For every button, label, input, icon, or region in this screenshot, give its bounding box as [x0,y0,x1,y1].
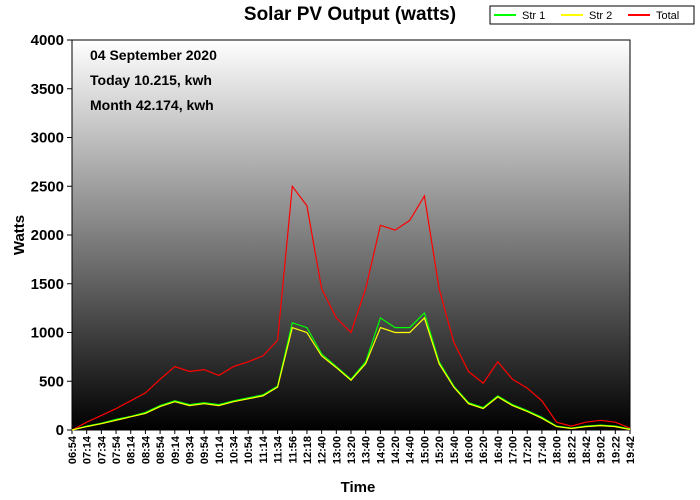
y-tick-label: 0 [56,422,64,439]
series-lines [71,184,631,431]
x-tick-label: 08:14 [126,435,138,464]
x-tick-label: 08:34 [140,435,152,464]
legend-label: Str 2 [589,10,612,22]
y-tick-label: 1000 [31,325,64,342]
info-annotations: 04 September 2020 Today 10.215, kwh Mont… [90,47,217,113]
series-line-total [71,184,631,431]
x-tick-label: 13:00 [331,436,343,464]
x-tick-label: 10:54 [243,435,255,464]
x-tick-label: 14:40 [405,436,417,464]
x-tick-label: 09:14 [170,435,182,464]
x-axis: 06:54 07:14 07:34 07:54 08:14 08:34 08:54 09:14… [67,430,637,464]
x-tick-label: 16:00 [463,436,475,464]
plot-area [71,39,631,431]
x-tick-label: 11:14 [258,435,270,463]
x-tick-label: 06:54 [67,435,79,464]
x-tick-label: 13:40 [361,436,373,464]
y-axis: 0 500 1000 1500 2000 2500 3000 3500 4000 [31,32,72,439]
legend-label: Str 1 [522,10,545,22]
x-tick-label: 17:20 [522,436,534,464]
y-tick-label: 3500 [31,81,64,98]
legend: Str 1 Str 2 Total [489,5,695,25]
annotation-today: Today 10.215, kwh [90,72,212,88]
y-tick-label: 2500 [31,178,64,195]
x-tick-label: 13:20 [346,436,358,464]
y-tick-label: 3000 [31,130,64,147]
y-tick-label: 500 [39,373,64,390]
chart-title: Solar PV Output (watts) [244,4,456,25]
x-tick-label: 14:20 [390,436,402,464]
series-line-str-1 [71,311,631,431]
x-tick-label: 18:00 [552,436,564,464]
annotation-month: Month 42.174, kwh [90,97,214,113]
x-tick-label: 10:34 [229,435,241,464]
x-tick-label: 18:22 [566,436,578,464]
x-tick-label: 11:56 [287,436,299,464]
x-tick-label: 19:22 [610,436,622,464]
x-tick-label: 07:14 [82,435,94,464]
y-tick-label: 1500 [31,276,64,293]
x-tick-label: 09:34 [184,435,196,464]
legend-label: Total [656,10,679,22]
x-tick-label: 19:42 [625,436,637,464]
x-tick-label: 07:54 [111,435,123,464]
x-tick-label: 10:14 [214,435,226,464]
legend-box [489,5,695,25]
y-tick-label: 4000 [31,32,64,49]
annotation-date: 04 September 2020 [90,47,217,63]
x-tick-label: 12:40 [317,436,329,464]
x-tick-label: 09:54 [199,435,211,464]
x-tick-label: 16:40 [493,436,505,464]
x-tick-label: 11:34 [273,435,285,463]
x-tick-label: 19:02 [596,436,608,464]
x-tick-label: 16:20 [478,436,490,464]
x-tick-label: 14:00 [375,436,387,464]
x-tick-label: 18:42 [581,436,593,464]
x-axis-label: Time [341,479,376,496]
x-tick-label: 17:00 [508,436,520,464]
series-line-str-2 [71,316,631,431]
x-tick-label: 15:40 [449,436,461,464]
x-tick-label: 15:20 [434,436,446,464]
x-tick-label: 07:34 [96,435,108,464]
x-tick-label: 17:40 [537,436,549,464]
x-tick-label: 12:18 [302,436,314,464]
y-axis-label: Watts [11,215,28,255]
x-tick-label: 08:54 [155,435,167,464]
y-tick-label: 2000 [31,227,64,244]
x-tick-label: 15:00 [419,436,431,464]
